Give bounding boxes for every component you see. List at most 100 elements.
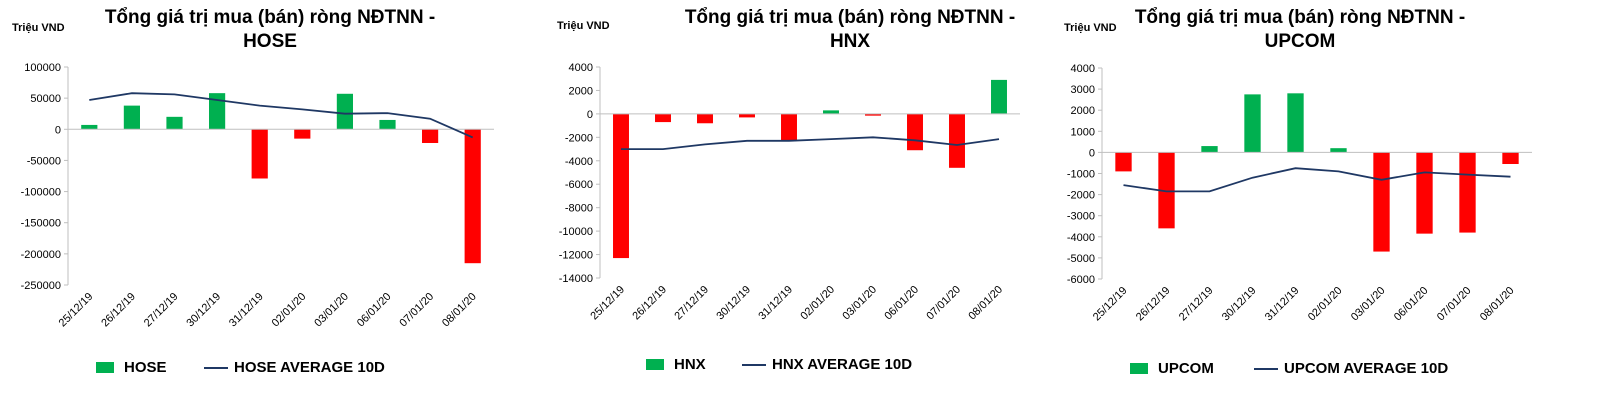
y-tick-label: -4000 xyxy=(1067,232,1095,244)
y-tick-label: -50000 xyxy=(27,155,61,167)
legend-bar-label: UPCOM xyxy=(1158,360,1214,377)
x-tick-label: 30/12/19 xyxy=(184,291,223,330)
average-line xyxy=(89,92,474,139)
bar xyxy=(1287,93,1304,153)
legend-item-bar: HOSE xyxy=(96,359,167,376)
y-tick-label: 4000 xyxy=(569,62,593,74)
bar xyxy=(823,110,839,114)
chart-title-line1: Tổng giá trị mua (bán) ròng NĐTNN - xyxy=(684,7,1016,28)
y-tick-label: 4000 xyxy=(1071,63,1095,75)
bar xyxy=(294,129,311,139)
chart-title-line2: HNX xyxy=(829,31,871,52)
bar xyxy=(1201,146,1218,153)
chart-plot-upcom: 4000 3000 2000 1000 0 -1000 -2000 -3000 -4000 -50… xyxy=(1067,63,1532,324)
x-tick-label: 31/12/19 xyxy=(227,291,266,330)
legend-item-line: HOSE AVERAGE 10D xyxy=(204,359,385,376)
x-tick-label: 02/01/20 xyxy=(1306,285,1345,324)
bar xyxy=(739,113,755,118)
bar xyxy=(464,129,481,264)
legend-line-label: HNX AVERAGE 10D xyxy=(772,356,913,373)
chart-title-line1: Tổng giá trị mua (bán) ròng NĐTNN - xyxy=(1134,7,1466,28)
x-tick-label: 02/01/20 xyxy=(270,291,309,330)
x-tick-label: 03/01/20 xyxy=(840,284,879,323)
legend-item-bar: HNX xyxy=(646,356,706,373)
y-tick-label: -2000 xyxy=(1067,190,1095,202)
bar xyxy=(81,124,98,130)
x-tick-label: 07/01/20 xyxy=(924,284,963,323)
bar xyxy=(655,113,671,123)
x-tick-label: 27/12/19 xyxy=(142,291,181,330)
y-tick-label: 1000 xyxy=(1071,126,1095,138)
x-tick-label: 25/12/19 xyxy=(57,291,96,330)
y-tick-label: -4000 xyxy=(565,156,593,168)
chart-panel-upcom: Triệu VND Tổng giá trị mua (bán) ròng NĐ… xyxy=(1050,0,1590,401)
y-tick-label: 3000 xyxy=(1071,84,1095,96)
bar xyxy=(865,113,881,116)
bar xyxy=(1459,152,1476,233)
x-tick-label: 08/01/20 xyxy=(440,291,479,330)
bar xyxy=(1416,152,1433,234)
average-line xyxy=(1123,167,1511,193)
bar xyxy=(1373,152,1390,252)
x-tick-label: 30/12/19 xyxy=(714,284,753,323)
bar xyxy=(379,119,396,130)
legend-bar-label: HNX xyxy=(674,356,706,373)
unit-label: Triệu VND xyxy=(557,20,610,32)
y-tick-label: -150000 xyxy=(21,218,61,230)
x-tick-label: 27/12/19 xyxy=(672,284,711,323)
y-tick-label: 100000 xyxy=(24,62,61,74)
legend-line-swatch xyxy=(204,366,228,369)
chart-plot-hnx: 4000 2000 0 -2000 -4000 -6000 -8000 -10000 -1200… xyxy=(559,62,1020,323)
legend-item-bar: UPCOM xyxy=(1130,360,1214,377)
bar xyxy=(781,113,797,141)
bar xyxy=(1244,94,1261,153)
y-tick-label: 0 xyxy=(55,124,61,136)
x-tick-label: 25/12/19 xyxy=(588,284,627,323)
bar xyxy=(1330,148,1347,153)
y-tick-label: -250000 xyxy=(21,280,61,292)
x-tick-label: 31/12/19 xyxy=(1263,285,1302,324)
unit-label: Triệu VND xyxy=(1064,22,1117,34)
y-tick-label: -6000 xyxy=(565,179,593,191)
legend-item-line: UPCOM AVERAGE 10D xyxy=(1254,360,1448,377)
bar xyxy=(907,113,923,151)
legend-bar-swatch xyxy=(646,359,664,370)
y-tick-label: 2000 xyxy=(1071,105,1095,117)
average-line xyxy=(621,136,1000,151)
x-tick-label: 02/01/20 xyxy=(798,284,837,323)
x-tick-label: 27/12/19 xyxy=(1177,285,1216,324)
x-tick-label: 08/01/20 xyxy=(966,284,1005,323)
y-tick-label: -100000 xyxy=(21,187,61,199)
y-tick-label: -200000 xyxy=(21,249,61,261)
legend-bar-swatch xyxy=(96,362,114,373)
y-tick-label: 2000 xyxy=(569,85,593,97)
x-tick-label: 30/12/19 xyxy=(1220,285,1259,324)
legend-item-line: HNX AVERAGE 10D xyxy=(742,356,912,373)
chart-title-line2: UPCOM xyxy=(1264,31,1336,52)
bar xyxy=(697,113,713,124)
legend-line-swatch xyxy=(1254,367,1278,370)
legend-bar-swatch xyxy=(1130,363,1148,374)
y-tick-label: -6000 xyxy=(1067,274,1095,286)
x-tick-label: 06/01/20 xyxy=(882,284,921,323)
y-tick-label: -3000 xyxy=(1067,211,1095,223)
bar xyxy=(1158,152,1175,229)
bar xyxy=(1502,152,1519,165)
y-tick-label: 50000 xyxy=(30,93,61,105)
bar xyxy=(422,129,439,143)
x-tick-label: 03/01/20 xyxy=(312,291,351,330)
x-tick-label: 03/01/20 xyxy=(1349,285,1388,324)
bar xyxy=(209,93,226,130)
y-tick-label: -14000 xyxy=(559,273,593,285)
chart-title-line1: Tổng giá trị mua (bán) ròng NĐTNN - xyxy=(104,7,436,28)
y-tick-label: 0 xyxy=(1089,147,1095,159)
bar xyxy=(1115,152,1132,172)
y-tick-label: -2000 xyxy=(565,132,593,144)
chart-title: Tổng giá trị mua (bán) ròng NĐTNN - HNX xyxy=(640,6,1060,54)
bar xyxy=(949,113,965,168)
x-tick-label: 07/01/20 xyxy=(397,291,436,330)
bar xyxy=(123,105,140,130)
x-tick-label: 31/12/19 xyxy=(756,284,795,323)
y-tick-label: -12000 xyxy=(559,250,593,262)
x-tick-label: 26/12/19 xyxy=(1134,285,1173,324)
